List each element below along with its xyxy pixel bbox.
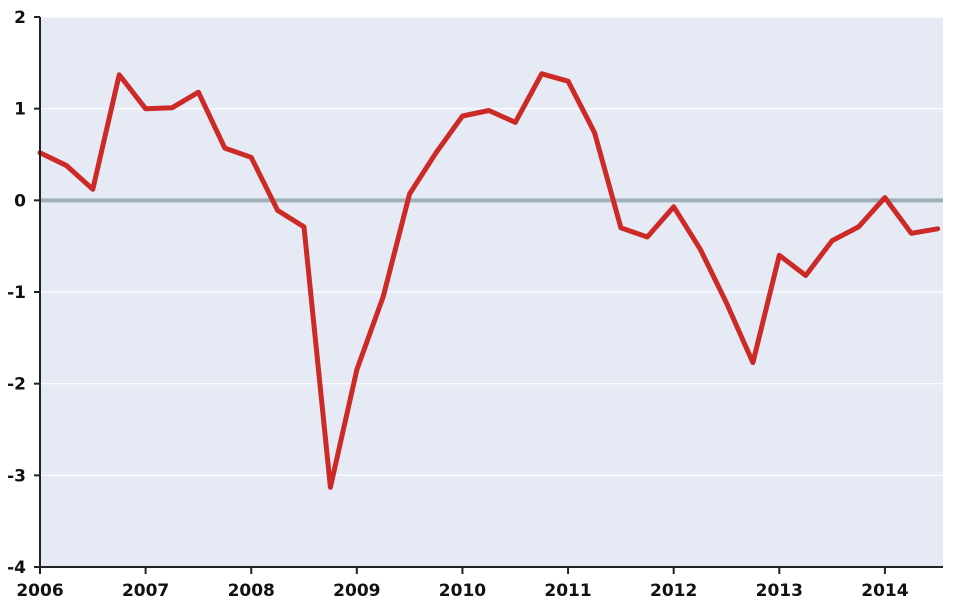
y-tick-label: 0 xyxy=(14,191,26,211)
y-axis-tick-labels: 2 1 0 -1 -2 -3 -4 xyxy=(7,8,26,578)
x-tick-label: 2010 xyxy=(439,581,486,601)
y-tick-label: 1 xyxy=(14,100,26,120)
y-tick-label: 2 xyxy=(14,8,26,28)
x-tick-label: 2006 xyxy=(16,581,63,601)
axes xyxy=(34,16,943,574)
x-tick-label: 2013 xyxy=(756,581,803,601)
x-tick-label: 2008 xyxy=(228,581,275,601)
x-tick-label: 2011 xyxy=(544,581,591,601)
y-tick-label: -2 xyxy=(7,375,26,395)
y-tick-label: -4 xyxy=(7,558,26,578)
series-layer xyxy=(37,71,941,490)
x-axis-tick-labels: 2006 2007 2008 2009 2010 2011 2012 2013 2014 xyxy=(16,581,908,601)
gridlines xyxy=(40,16,943,476)
x-tick-label: 2014 xyxy=(861,581,908,601)
y-tick-label: -3 xyxy=(7,466,26,486)
x-tick-label: 2012 xyxy=(650,581,697,601)
x-tick-label: 2009 xyxy=(333,581,380,601)
y-tick-label: -1 xyxy=(7,283,26,303)
x-tick-label: 2007 xyxy=(122,581,169,601)
series-line-0 xyxy=(37,71,941,490)
